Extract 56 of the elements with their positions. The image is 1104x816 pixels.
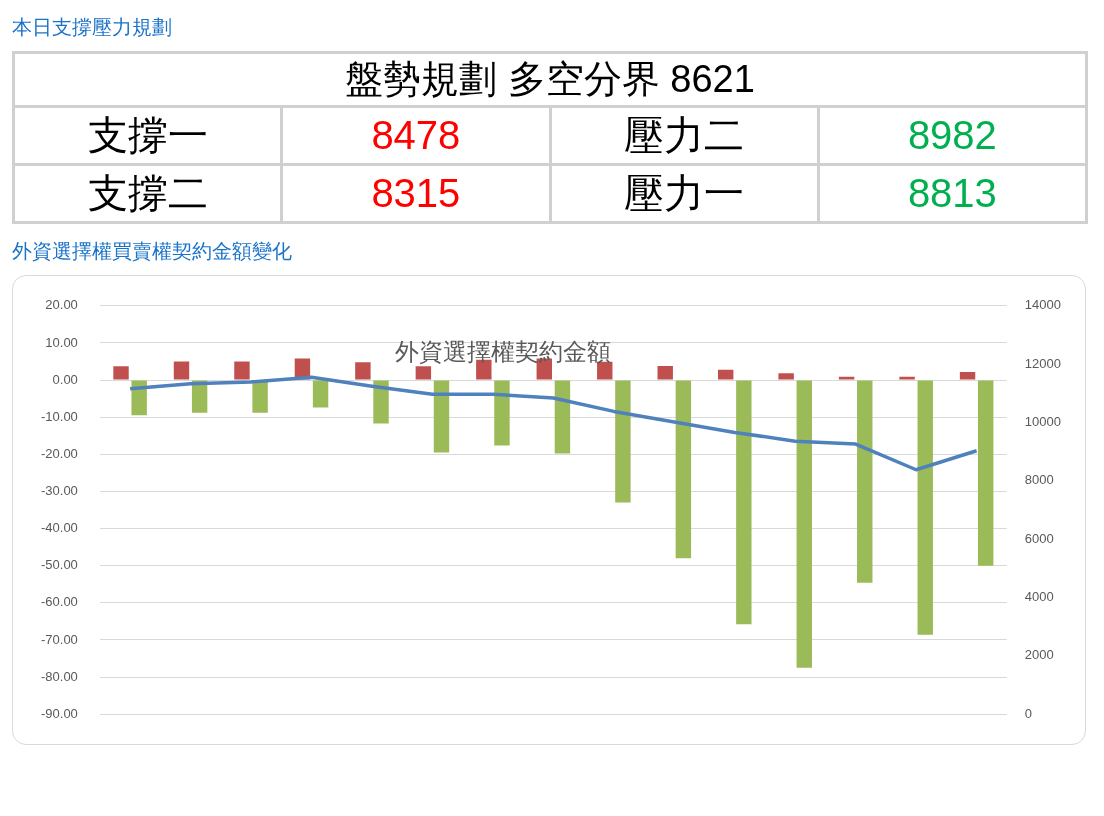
- y-tick-label: -20.00: [40, 445, 78, 461]
- text: 8315: [281, 164, 550, 223]
- y-tick-label: 20.00: [45, 297, 78, 313]
- bar: [173, 361, 190, 380]
- text: 盤勢規劃 多空分界 8621: [13, 52, 1087, 107]
- text: 外資選擇權契約金額: [395, 338, 612, 366]
- y-tick-label: -10.00: [40, 408, 78, 424]
- bar: [234, 361, 250, 380]
- text: 壓力一: [550, 164, 819, 223]
- y2-tick-label: 6000: [1024, 530, 1054, 546]
- bar: [113, 366, 129, 380]
- bar: [415, 366, 432, 380]
- text: 8478: [281, 106, 550, 165]
- text: 8982: [818, 106, 1087, 165]
- y-tick-label: 0.00: [52, 371, 78, 387]
- bar: [717, 369, 734, 380]
- bar: [657, 365, 673, 380]
- y2-tick-label: 4000: [1024, 589, 1054, 605]
- y-tick-label: -40.00: [40, 520, 78, 536]
- text: 支撐二: [13, 164, 282, 223]
- y2-tick-label: 10000: [1024, 414, 1062, 430]
- y-tick-label: -80.00: [40, 668, 78, 684]
- bar: [252, 380, 268, 413]
- bar: [959, 371, 976, 380]
- y-tick-label: -30.00: [40, 483, 78, 499]
- bar: [736, 380, 752, 625]
- y-tick-label: -60.00: [40, 594, 78, 610]
- bar: [796, 380, 812, 668]
- bar: [494, 380, 510, 446]
- y-tick-label: 10.00: [45, 334, 78, 350]
- chart-title: 外資選擇權買賣權契約金額變化: [12, 239, 293, 264]
- y2-tick-label: 8000: [1024, 472, 1054, 488]
- text: 支撐一: [13, 106, 282, 165]
- bar: [615, 380, 631, 503]
- y-tick-label: -70.00: [40, 631, 78, 647]
- text: 本日支撐壓力規劃: [12, 15, 173, 40]
- y-tick-label: -90.00: [40, 705, 78, 721]
- y2-tick-label: 2000: [1024, 647, 1054, 663]
- bar: [355, 362, 371, 380]
- text: 8813: [818, 164, 1087, 223]
- bar: [433, 380, 450, 453]
- bar: [838, 376, 855, 380]
- y2-tick-label: 14000: [1024, 297, 1062, 313]
- y-tick-label: -50.00: [40, 557, 78, 573]
- bar: [373, 380, 389, 424]
- bar: [977, 380, 994, 566]
- bar: [778, 373, 794, 380]
- bar: [554, 380, 571, 454]
- bar: [917, 380, 933, 635]
- bar: [899, 376, 915, 380]
- y2-tick-label: 12000: [1024, 355, 1062, 371]
- bar: [857, 380, 873, 583]
- text: 壓力二: [550, 106, 819, 165]
- bar: [312, 380, 329, 408]
- y2-tick-label: 0: [1024, 705, 1033, 721]
- bar: [675, 380, 692, 559]
